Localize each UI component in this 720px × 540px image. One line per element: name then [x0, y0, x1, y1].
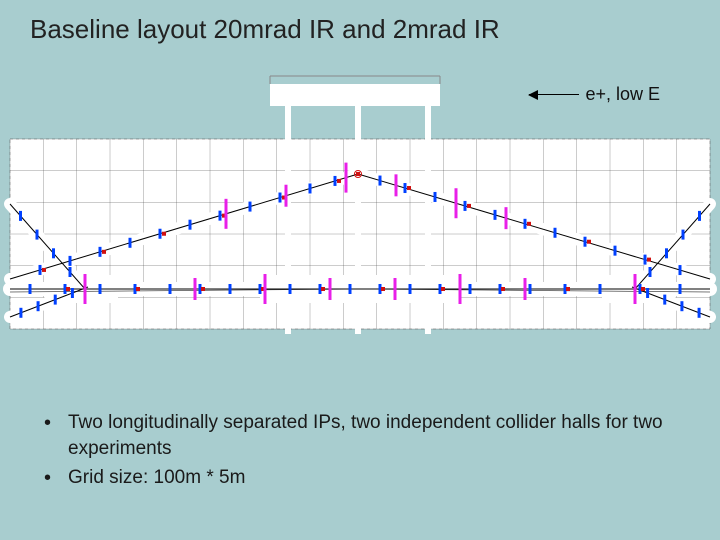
bullet-item: Grid size: 100m * 5m — [44, 465, 680, 491]
bullet-item: Two longitudinally separated IPs, two in… — [44, 410, 680, 461]
layout-diagram — [0, 74, 720, 374]
bullet-list: Two longitudinally separated IPs, two in… — [44, 410, 680, 495]
slide-title: Baseline layout 20mrad IR and 2mrad IR — [30, 14, 500, 45]
